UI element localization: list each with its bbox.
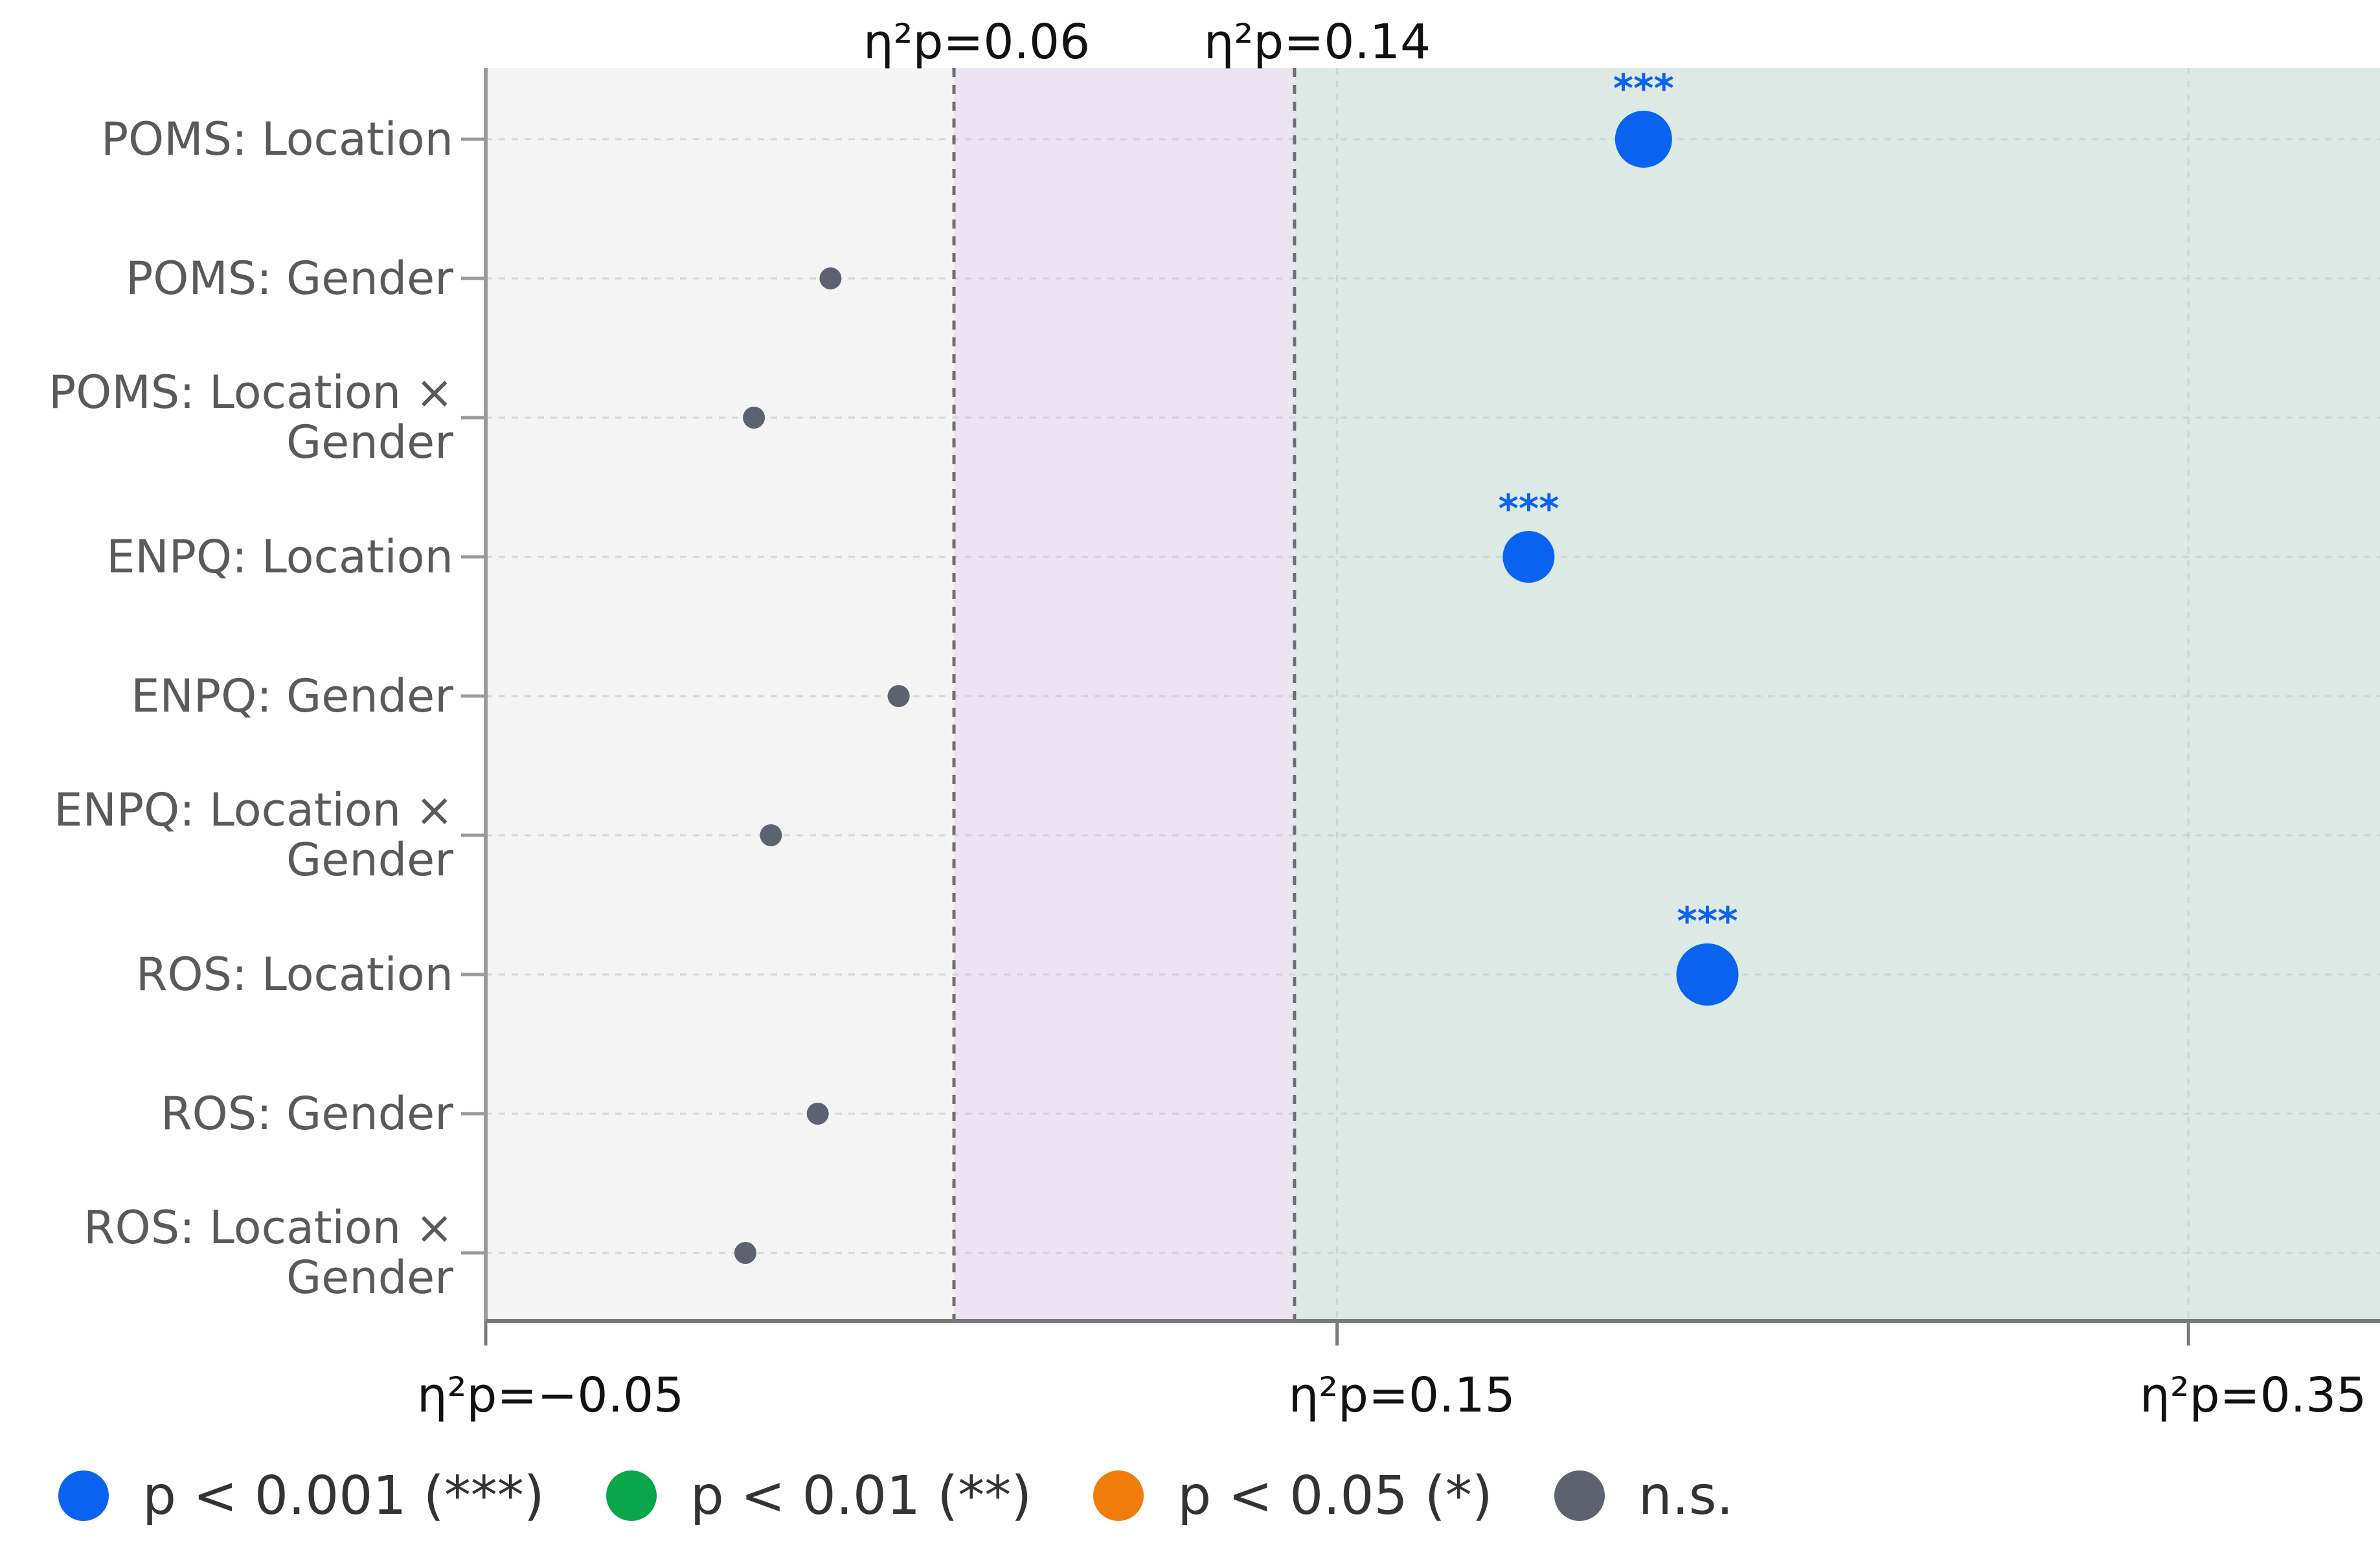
data-point <box>743 407 765 429</box>
significance-label: *** <box>1677 899 1738 944</box>
data-point <box>760 824 782 846</box>
legend-label-p05: p < 0.05 (*) <box>1177 1465 1493 1527</box>
legend-marker-ns <box>1554 1470 1605 1521</box>
data-point <box>887 685 910 707</box>
data-point <box>1502 531 1555 583</box>
effect-size-chart: η²p=0.06 η²p=0.14 POMS: Location POMS: Gend… <box>49 14 2380 1423</box>
legend-item-p001: p < 0.001 (***) <box>58 1465 545 1527</box>
region-0 <box>486 68 955 1321</box>
x-tick-label: η²p=0.35 <box>2140 1368 2366 1423</box>
category-label: ENPQ: Gender <box>131 670 453 723</box>
category-label: ROS: Location <box>136 948 453 1001</box>
legend-item-ns: n.s. <box>1554 1465 1734 1527</box>
legend: p < 0.001 (***) p < 0.01 (**) p < 0.05 (… <box>58 1457 1795 1535</box>
legend-marker-p001 <box>58 1470 109 1521</box>
legend-item-p01: p < 0.01 (**) <box>606 1465 1032 1527</box>
category-label: ENPQ: Location × <box>54 783 453 837</box>
threshold-label: η²p=0.06 <box>863 14 1090 70</box>
region-2 <box>1294 68 2380 1321</box>
category-label: ROS: Gender <box>161 1087 453 1140</box>
category-label: ROS: Location × <box>84 1201 453 1254</box>
data-point <box>819 267 842 289</box>
significance-label: *** <box>1613 66 1674 111</box>
legend-marker-p05 <box>1093 1470 1144 1521</box>
x-tick-label: η²p=−0.05 <box>417 1368 684 1423</box>
region-1 <box>954 68 1295 1321</box>
legend-label-p01: p < 0.01 (**) <box>690 1465 1032 1527</box>
legend-label-p001: p < 0.001 (***) <box>142 1465 545 1527</box>
category-label: Gender <box>286 416 453 469</box>
data-point <box>734 1242 756 1264</box>
category-label: POMS: Gender <box>126 252 453 305</box>
legend-label-ns: n.s. <box>1638 1465 1734 1527</box>
x-tick-label: η²p=0.15 <box>1288 1368 1515 1423</box>
legend-item-p05: p < 0.05 (*) <box>1093 1465 1493 1527</box>
category-label: ENPQ: Location <box>106 530 453 583</box>
category-label: Gender <box>286 833 453 886</box>
significance-label: *** <box>1498 486 1559 532</box>
data-point <box>1676 943 1739 1006</box>
category-label: POMS: Location × <box>49 366 453 419</box>
legend-marker-p01 <box>606 1470 657 1521</box>
data-point <box>806 1103 829 1125</box>
category-label: POMS: Location <box>101 113 453 166</box>
data-point <box>1615 111 1672 168</box>
category-label: Gender <box>286 1251 453 1304</box>
threshold-label: η²p=0.14 <box>1204 14 1431 70</box>
